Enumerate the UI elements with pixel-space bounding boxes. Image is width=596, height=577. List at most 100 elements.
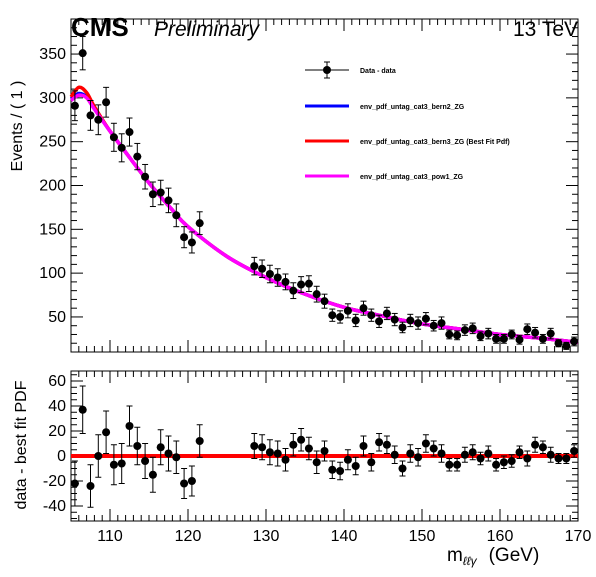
top-data-point: [258, 264, 267, 273]
bottom-plot-frame: [70, 370, 579, 522]
bottom-data-point: [499, 458, 508, 467]
bottom-data-point: [538, 443, 547, 452]
top-data-point: [281, 277, 290, 286]
legend-label-bern2: env_pdf_untag_cat3_bern2_ZG: [360, 104, 465, 111]
bottom-y-axis-label: data - best fit PDF: [13, 380, 30, 509]
bottom-data-point: [382, 440, 391, 449]
x-tick-label: 130: [253, 528, 280, 545]
bottom-data-point: [492, 460, 501, 469]
top-data-point: [375, 317, 384, 326]
bottom-data-point: [476, 454, 485, 463]
x-axis-label-subscript: ℓℓγ: [463, 554, 478, 568]
top-data-point: [289, 286, 298, 295]
top-data-point: [421, 314, 430, 323]
bottom-data-point: [94, 452, 103, 460]
legend-data-marker: [323, 66, 331, 74]
x-tick-label: 110: [97, 528, 123, 545]
bottom-data-point: [102, 428, 111, 437]
bottom-y-tick-label: -20: [43, 473, 66, 490]
top-data-point: [273, 273, 282, 282]
bottom-data-point: [484, 449, 493, 458]
bottom-data-point: [437, 449, 446, 458]
top-data-point: [523, 325, 532, 334]
top-data-point: [109, 133, 118, 142]
bottom-data-point: [414, 453, 423, 462]
bottom-data-point: [562, 454, 571, 463]
legend-label-pow1: env_pdf_untag_cat3_pow1_ZG: [360, 174, 464, 181]
top-data-point: [141, 172, 150, 181]
top-y-axis-label: Events / ( 1 ): [9, 81, 26, 172]
top-data-point: [531, 328, 540, 337]
bottom-data-point: [460, 450, 469, 459]
bottom-data-point: [148, 470, 157, 479]
bottom-data-point: [445, 460, 454, 469]
top-data-point: [538, 334, 547, 343]
bottom-data-point: [141, 457, 150, 465]
bottom-data-point: [289, 440, 298, 449]
bottom-data-point: [507, 457, 516, 465]
top-data-point: [328, 311, 337, 320]
top-data-point: [367, 311, 376, 320]
top-panel: 50 100 150 200 250 300 350 Events / ( 1 ): [9, 18, 579, 353]
bottom-data-point: [406, 449, 415, 458]
top-data-point: [117, 143, 126, 152]
top-data-point: [484, 329, 493, 338]
bottom-data-point: [265, 448, 274, 457]
top-data-point: [180, 233, 189, 242]
bottom-data-point: [164, 449, 173, 458]
bottom-data-point: [320, 447, 329, 455]
bottom-data-point: [156, 443, 165, 452]
top-data-point: [468, 324, 477, 333]
bottom-data-point: [109, 460, 118, 469]
top-data-point: [476, 332, 485, 341]
bottom-data-point: [70, 479, 79, 488]
top-y-tick-label: 100: [39, 265, 66, 282]
top-data-point: [78, 49, 87, 58]
top-y-tick-label: 300: [39, 90, 66, 107]
top-data-point: [195, 219, 204, 228]
top-points: [70, 36, 579, 350]
bottom-data-point: [468, 448, 477, 457]
top-data-point: [86, 111, 95, 120]
bottom-data-point: [297, 435, 306, 444]
bottom-data-point: [86, 482, 95, 490]
bottom-data-point: [312, 458, 321, 467]
top-data-point: [250, 262, 259, 271]
bottom-data-point: [180, 479, 189, 488]
top-data-point: [499, 334, 508, 343]
bottom-y-tick-label: 0: [57, 448, 66, 465]
bottom-data-point: [117, 459, 126, 468]
bottom-data-point: [304, 444, 313, 453]
bottom-data-point: [172, 453, 181, 462]
bottom-data-point: [250, 442, 259, 450]
bottom-data-point: [359, 442, 368, 450]
bottom-y-tick-label: 40: [48, 398, 66, 415]
top-data-point: [460, 326, 469, 335]
bottom-data-point: [453, 460, 462, 469]
bottom-data-point: [195, 437, 204, 445]
top-data-point: [265, 270, 274, 279]
x-tick-label: 150: [409, 528, 436, 545]
top-data-point: [297, 280, 306, 289]
top-data-point: [70, 101, 79, 110]
legend: Data - data env_pdf_untag_cat3_bern2_ZG …: [305, 61, 510, 181]
top-data-point: [570, 337, 579, 346]
x-axis-label-unit: (GeV): [489, 545, 540, 566]
bottom-data-point: [258, 443, 267, 452]
bottom-ticks: 110 120 130 140 150 160 170 -40 -20 0 20 40 60: [43, 371, 591, 545]
bottom-y-tick-label: 60: [48, 373, 66, 390]
bottom-data-point: [570, 447, 579, 455]
experiment-label: CMS: [71, 12, 129, 42]
bottom-points: [70, 385, 579, 508]
top-data-point: [336, 312, 345, 321]
top-data-point: [390, 315, 399, 324]
bottom-data-point: [523, 454, 532, 463]
top-data-point: [102, 98, 111, 107]
bottom-panel: 110 120 130 140 150 160 170 -40 -20 0 20 40 60 data …: [13, 370, 591, 568]
top-data-point: [148, 190, 157, 199]
top-data-point: [320, 297, 329, 306]
top-data-point: [429, 321, 438, 330]
bottom-data-point: [281, 455, 290, 464]
bottom-data-point: [125, 422, 134, 430]
